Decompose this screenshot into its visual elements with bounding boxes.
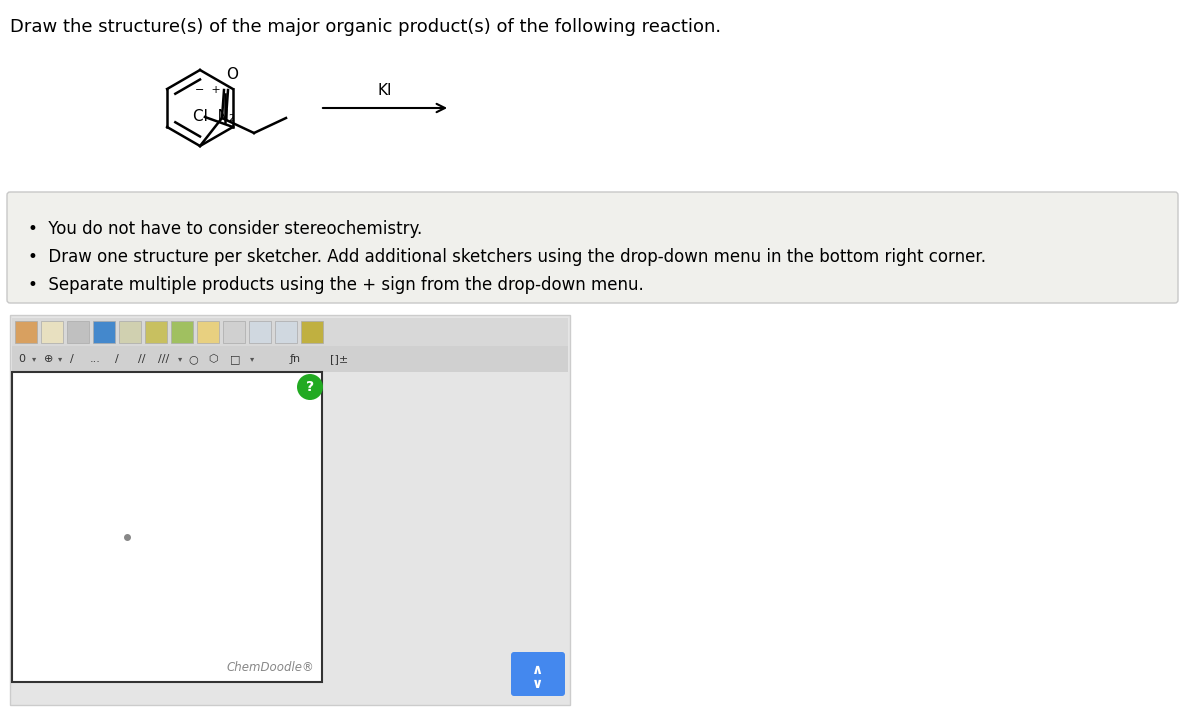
Text: []±: []±: [330, 354, 348, 364]
Text: ▾: ▾: [58, 354, 62, 364]
Bar: [10, 315, 570, 705]
Text: ⊕: ⊕: [44, 354, 53, 364]
Bar: [12, 372, 322, 682]
Bar: [197, 321, 220, 343]
Bar: [41, 321, 64, 343]
Text: Cl  N₂: Cl N₂: [193, 109, 235, 124]
Text: //: //: [138, 354, 145, 364]
Bar: [250, 321, 271, 343]
Text: /: /: [70, 354, 73, 364]
Text: ChemDoodle®: ChemDoodle®: [227, 661, 314, 674]
Bar: [12, 318, 568, 346]
Bar: [145, 321, 167, 343]
Text: KI: KI: [378, 83, 392, 98]
Bar: [119, 321, 142, 343]
Bar: [275, 321, 298, 343]
Bar: [14, 321, 37, 343]
Bar: [12, 346, 568, 372]
Text: ∧: ∧: [533, 663, 544, 677]
Text: •  Separate multiple products using the + sign from the drop-down menu.: • Separate multiple products using the +…: [28, 276, 643, 294]
Text: /: /: [115, 354, 119, 364]
Text: ○: ○: [188, 354, 198, 364]
Text: ▾: ▾: [32, 354, 36, 364]
FancyBboxPatch shape: [7, 192, 1178, 303]
Text: Draw the structure(s) of the major organic product(s) of the following reaction.: Draw the structure(s) of the major organ…: [10, 18, 721, 36]
Text: −  +: − +: [194, 85, 221, 95]
Bar: [172, 321, 193, 343]
Bar: [94, 321, 115, 343]
Text: ...: ...: [90, 354, 101, 364]
Text: □: □: [230, 354, 240, 364]
Text: ∨: ∨: [533, 677, 544, 691]
Text: O: O: [226, 67, 238, 82]
Text: ▾: ▾: [250, 354, 254, 364]
Text: ///: ///: [158, 354, 169, 364]
Text: ƒn: ƒn: [290, 354, 301, 364]
Text: ▾: ▾: [178, 354, 182, 364]
Text: ⬡: ⬡: [208, 354, 217, 364]
Bar: [67, 321, 89, 343]
Text: •  Draw one structure per sketcher. Add additional sketchers using the drop-down: • Draw one structure per sketcher. Add a…: [28, 248, 986, 266]
Bar: [301, 321, 323, 343]
Text: ?: ?: [306, 380, 314, 394]
Circle shape: [298, 374, 323, 400]
Text: 0: 0: [18, 354, 25, 364]
FancyBboxPatch shape: [511, 652, 565, 696]
Text: •  You do not have to consider stereochemistry.: • You do not have to consider stereochem…: [28, 220, 422, 238]
Bar: [223, 321, 245, 343]
